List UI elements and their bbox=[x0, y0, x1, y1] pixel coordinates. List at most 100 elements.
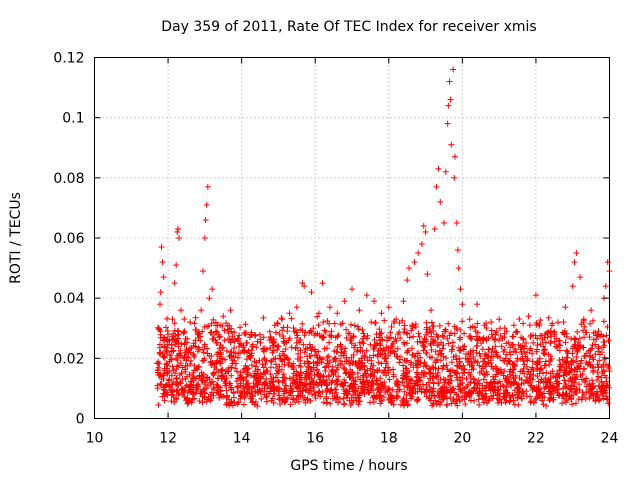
data-point-cluster bbox=[414, 397, 421, 404]
data-point-cluster bbox=[174, 327, 181, 334]
data-point-cluster bbox=[430, 364, 437, 371]
data-point-cluster bbox=[288, 344, 295, 351]
data-point-cluster bbox=[544, 379, 551, 386]
data-point-cluster bbox=[557, 361, 564, 368]
data-point-cluster bbox=[252, 363, 259, 370]
data-point-cluster bbox=[210, 316, 217, 323]
data-point-cluster bbox=[356, 398, 363, 405]
data-point-cluster bbox=[356, 339, 363, 346]
data-point-cluster bbox=[454, 326, 461, 333]
data-point-cluster bbox=[315, 389, 322, 396]
data-point-cluster bbox=[222, 382, 229, 389]
data-point-cluster bbox=[360, 340, 367, 347]
data-point-cluster bbox=[589, 317, 596, 324]
data-point bbox=[159, 259, 166, 266]
data-point-cluster bbox=[569, 401, 576, 408]
data-point-cluster bbox=[221, 327, 228, 334]
data-point-cluster bbox=[431, 392, 438, 399]
data-point-cluster bbox=[556, 357, 563, 364]
data-point bbox=[404, 277, 411, 284]
data-point-cluster bbox=[596, 357, 603, 364]
data-point-cluster bbox=[509, 361, 516, 368]
data-point-cluster bbox=[585, 348, 592, 355]
data-point-cluster bbox=[480, 376, 487, 383]
data-point-cluster bbox=[533, 395, 540, 402]
data-point-cluster bbox=[516, 316, 523, 323]
data-point-cluster bbox=[586, 334, 593, 341]
data-point-cluster bbox=[581, 334, 588, 341]
data-point bbox=[406, 265, 413, 272]
data-point-cluster bbox=[427, 340, 434, 347]
data-point-cluster bbox=[587, 362, 594, 369]
data-point-cluster bbox=[555, 392, 562, 399]
data-point-cluster bbox=[384, 334, 391, 341]
data-point-cluster bbox=[556, 347, 563, 354]
data-point bbox=[260, 334, 267, 341]
data-point-cluster bbox=[530, 339, 537, 346]
data-point-cluster bbox=[595, 364, 602, 371]
data-point-cluster bbox=[481, 385, 488, 392]
data-point-cluster bbox=[412, 321, 419, 328]
data-point-cluster bbox=[257, 389, 264, 396]
data-point-cluster bbox=[301, 349, 308, 356]
data-point-cluster bbox=[382, 355, 389, 362]
data-point-cluster bbox=[314, 313, 321, 320]
data-point bbox=[174, 228, 181, 235]
data-point-cluster bbox=[278, 357, 285, 364]
data-point-cluster bbox=[489, 345, 496, 352]
data-point-cluster bbox=[572, 376, 579, 383]
data-point bbox=[293, 304, 300, 311]
data-point-cluster bbox=[582, 396, 589, 403]
data-point-cluster bbox=[343, 326, 350, 333]
data-point-cluster bbox=[410, 333, 417, 340]
data-point-cluster bbox=[447, 372, 454, 379]
data-point-cluster bbox=[261, 391, 268, 398]
data-point-cluster bbox=[439, 345, 446, 352]
data-point bbox=[525, 313, 532, 320]
data-point-cluster bbox=[206, 376, 213, 383]
data-point-cluster bbox=[249, 362, 256, 369]
data-point-cluster bbox=[503, 375, 510, 382]
data-point-cluster bbox=[189, 396, 196, 403]
data-point-cluster bbox=[514, 391, 521, 398]
data-point-cluster bbox=[229, 333, 236, 340]
data-point-cluster bbox=[349, 384, 356, 391]
data-point bbox=[319, 280, 326, 287]
data-point-cluster bbox=[332, 369, 339, 376]
data-point-cluster bbox=[240, 401, 247, 408]
data-point-cluster bbox=[518, 344, 525, 351]
data-point-cluster bbox=[259, 361, 266, 368]
x-tick-label: 14 bbox=[233, 431, 251, 447]
data-point-cluster bbox=[361, 354, 368, 361]
data-point bbox=[418, 241, 425, 248]
data-point-cluster bbox=[390, 320, 397, 327]
data-point bbox=[286, 310, 293, 317]
data-point bbox=[445, 102, 452, 109]
data-point bbox=[158, 244, 165, 251]
data-point-cluster bbox=[310, 381, 317, 388]
data-point-cluster bbox=[350, 332, 357, 339]
data-point bbox=[156, 301, 163, 308]
data-point-cluster bbox=[482, 385, 489, 392]
data-point-cluster bbox=[379, 336, 386, 343]
data-point-cluster bbox=[208, 329, 215, 336]
data-point-cluster bbox=[315, 371, 322, 378]
data-point-cluster bbox=[276, 363, 283, 370]
data-point-cluster bbox=[293, 376, 300, 383]
data-point-cluster bbox=[449, 397, 456, 404]
data-point-cluster bbox=[542, 339, 549, 346]
data-point-cluster bbox=[306, 341, 313, 348]
data-point-cluster bbox=[456, 380, 463, 387]
data-point-cluster bbox=[370, 362, 377, 369]
data-point-cluster bbox=[279, 374, 286, 381]
data-point-cluster bbox=[581, 323, 588, 330]
data-point bbox=[234, 337, 241, 344]
data-point-cluster bbox=[223, 387, 230, 394]
data-point bbox=[562, 304, 569, 311]
data-point-cluster bbox=[461, 385, 468, 392]
data-point-cluster bbox=[440, 333, 447, 340]
data-point-cluster bbox=[201, 341, 208, 348]
data-point-cluster bbox=[600, 339, 607, 346]
data-point-cluster bbox=[181, 354, 188, 361]
data-point-cluster bbox=[207, 391, 214, 398]
